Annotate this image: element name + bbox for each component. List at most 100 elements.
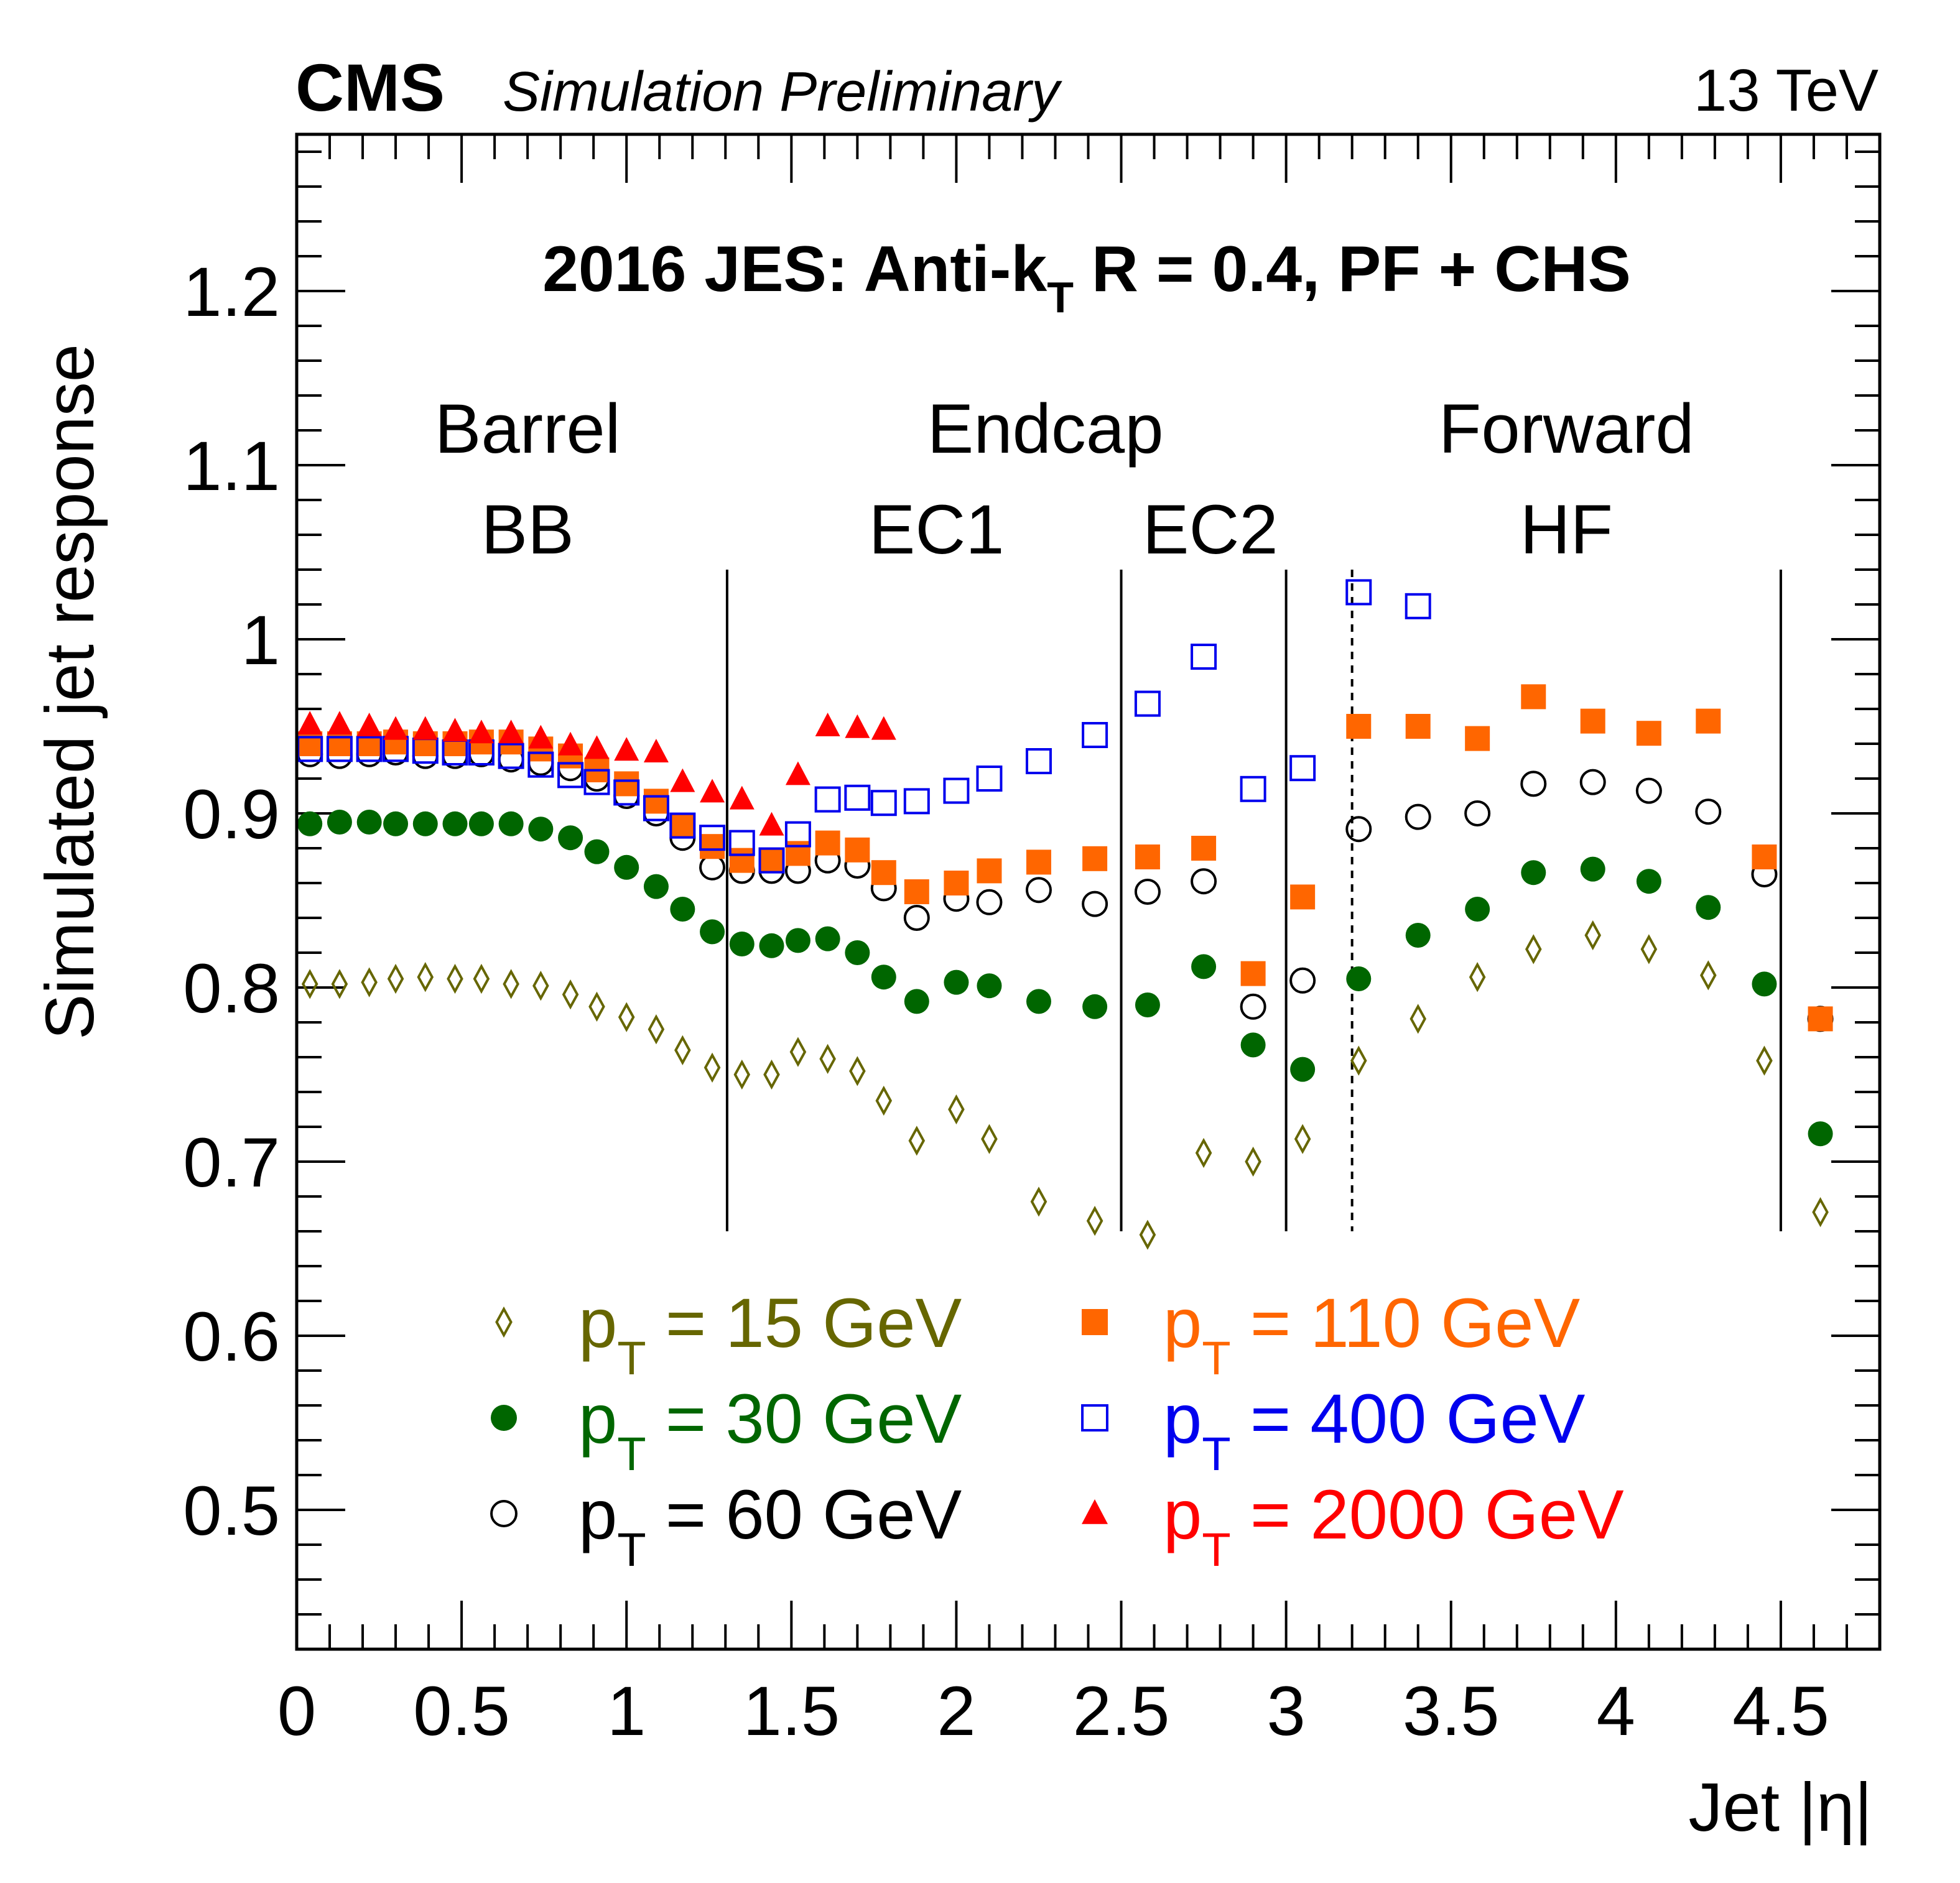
chart-title-main: 2016 JES: Anti-k — [542, 233, 1047, 305]
data-point — [326, 736, 353, 762]
data-point — [1695, 798, 1722, 825]
data-point — [871, 860, 896, 886]
data-point — [904, 989, 929, 1014]
region-label-top: Forward — [1439, 390, 1694, 468]
data-point — [1469, 962, 1486, 992]
data-point — [1410, 1004, 1426, 1034]
y-tick-label: 1.1 — [183, 427, 280, 505]
data-point — [562, 979, 579, 1010]
data-point — [1026, 989, 1051, 1014]
legend-marker — [1082, 1309, 1108, 1335]
data-point — [1756, 1045, 1773, 1076]
data-point — [977, 858, 1002, 884]
data-point — [588, 991, 605, 1022]
series-0 — [301, 920, 1829, 1250]
data-point — [648, 1014, 665, 1045]
data-point — [1134, 879, 1161, 905]
status-label: Simulation Preliminary — [503, 61, 1062, 123]
data-point — [981, 1124, 998, 1154]
x-tick-label: 3.5 — [1403, 1672, 1500, 1750]
data-point — [1139, 1219, 1156, 1250]
data-point — [468, 811, 494, 836]
data-point — [1025, 748, 1052, 774]
data-point — [558, 825, 583, 851]
data-point — [498, 811, 524, 836]
data-point — [584, 839, 610, 864]
data-point — [1580, 708, 1605, 734]
data-point — [442, 811, 468, 836]
chart-title-sub: T — [1047, 273, 1074, 322]
data-point — [815, 830, 840, 856]
data-point — [845, 837, 870, 863]
data-point — [1191, 868, 1217, 895]
legend-marker — [495, 1306, 513, 1338]
data-point — [943, 777, 970, 804]
data-point — [976, 766, 1003, 792]
data-point — [1580, 856, 1605, 882]
data-point — [1464, 800, 1491, 826]
data-point — [532, 971, 549, 1001]
data-point — [614, 771, 639, 797]
region-label-bottom: EC2 — [1143, 491, 1278, 568]
data-point — [1290, 884, 1316, 910]
data-point — [558, 731, 583, 756]
data-point — [1346, 966, 1372, 991]
data-point — [815, 926, 840, 951]
legend-entry: pT = 30 GeV — [578, 1380, 962, 1481]
legend-marker — [490, 1500, 518, 1527]
legend-entry: pT = 2000 GeV — [1163, 1476, 1624, 1576]
data-point — [904, 879, 929, 904]
data-point — [814, 786, 841, 813]
data-point — [1521, 860, 1546, 886]
data-point — [670, 813, 695, 838]
series-1 — [297, 810, 1833, 1147]
data-point — [1135, 992, 1160, 1017]
data-point — [417, 962, 434, 992]
data-point — [870, 790, 897, 817]
legend-entry: pT = 15 GeV — [578, 1284, 962, 1385]
x-axis-label: Jet |η| — [1688, 1769, 1872, 1846]
data-point — [1696, 708, 1721, 734]
x-tick-label: 3 — [1266, 1672, 1305, 1750]
y-tick-label: 1 — [241, 601, 280, 679]
data-point — [789, 1037, 807, 1067]
data-point — [815, 713, 840, 736]
data-point — [845, 714, 870, 738]
y-tick-label: 0.8 — [183, 950, 280, 1027]
data-point — [903, 905, 930, 931]
data-point — [583, 769, 610, 795]
data-point — [1086, 1206, 1103, 1236]
data-point — [1289, 755, 1316, 782]
data-point — [871, 965, 896, 990]
x-tick-label: 4 — [1597, 1672, 1635, 1750]
data-point — [1346, 714, 1372, 739]
data-point — [614, 854, 639, 880]
data-point — [759, 848, 784, 873]
data-point — [784, 821, 811, 848]
data-point — [903, 788, 930, 815]
data-point — [618, 1002, 635, 1032]
data-point — [383, 811, 409, 836]
data-point — [908, 1126, 926, 1156]
data-point — [1240, 775, 1266, 802]
data-point — [729, 848, 755, 873]
data-point — [948, 1094, 965, 1125]
axis-tick-labels: 0 0.5 1 1.5 2 2.5 3 3.5 4 4.5 0.5 0.6 0.7 0.8 0.9 1 1.1 1… — [183, 253, 1829, 1750]
data-point — [1082, 891, 1108, 917]
y-tick-label: 0.7 — [183, 1124, 280, 1201]
data-point — [875, 1085, 893, 1116]
data-point — [442, 718, 468, 742]
data-point — [498, 719, 524, 744]
data-point — [327, 810, 352, 835]
x-tick-label: 4.5 — [1732, 1672, 1829, 1750]
data-point — [1752, 971, 1777, 997]
data-point — [468, 719, 494, 744]
data-point — [700, 834, 725, 859]
data-point — [785, 928, 810, 953]
data-point — [503, 969, 519, 999]
legend-entry: pT = 110 GeV — [1163, 1284, 1580, 1385]
data-point — [331, 969, 348, 999]
data-point — [528, 724, 554, 749]
